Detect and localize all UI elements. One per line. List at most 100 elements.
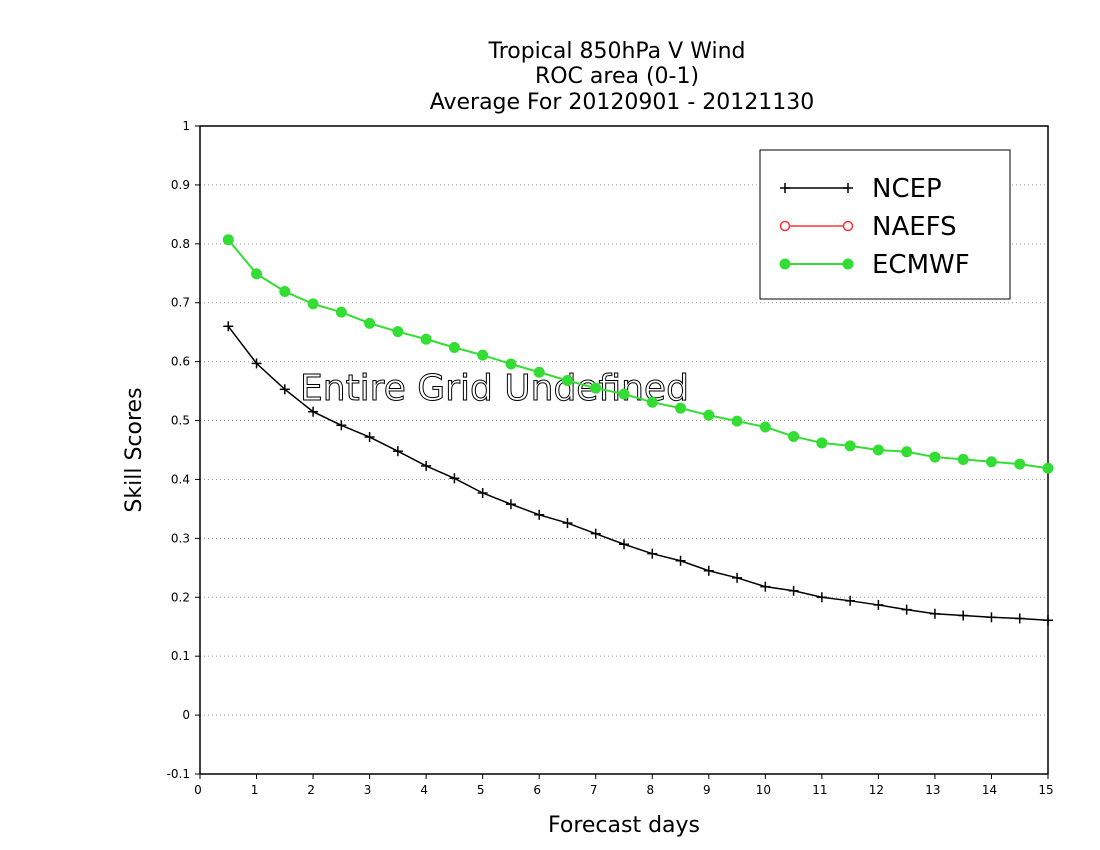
- legend: NCEP NAEFS ECMWF: [759, 149, 1011, 300]
- y-tick-label: 0.6: [171, 355, 190, 369]
- x-tick-label: 9: [703, 783, 711, 797]
- x-tick-label: 13: [925, 783, 940, 797]
- legend-item-naefs: NAEFS: [779, 212, 957, 242]
- ecmwf-point: [816, 437, 828, 449]
- ncep-point: [308, 406, 319, 417]
- ecmwf-point: [985, 456, 997, 468]
- ncep-point: [534, 509, 545, 520]
- ncep-point: [223, 321, 234, 332]
- ecmwf-point: [759, 421, 771, 433]
- ncep-point: [336, 420, 347, 431]
- ncep-point: [449, 473, 460, 484]
- x-tick-label: 11: [812, 783, 827, 797]
- title-line-3: Average For 20120901 - 20121130: [430, 90, 815, 115]
- title-line-2: ROC area (0-1): [535, 64, 699, 89]
- y-tick-label: 0.3: [171, 531, 190, 545]
- y-tick-label: 1: [182, 119, 190, 133]
- x-tick-label: 3: [364, 783, 372, 797]
- ecmwf-point: [420, 333, 432, 345]
- legend-label: NCEP: [872, 174, 942, 204]
- ncep-point: [364, 432, 375, 443]
- legend-label: NAEFS: [872, 212, 957, 242]
- ncep-point: [1014, 613, 1025, 624]
- chart-title: Tropical 850hPa V Wind ROC area (0-1) Av…: [430, 39, 815, 115]
- legend-box: [759, 149, 1011, 300]
- x-tick-label: 7: [590, 783, 598, 797]
- y-tick-label: 0.8: [171, 237, 190, 251]
- series-layer: [222, 234, 1054, 626]
- ecmwf-point: [279, 286, 291, 298]
- ecmwf-point: [872, 444, 884, 456]
- plot-frame: [199, 125, 1049, 775]
- x-tick-label: 5: [477, 783, 485, 797]
- x-tick-label: 8: [646, 783, 654, 797]
- ecmwf-point: [1014, 458, 1026, 470]
- ecmwf-point: [477, 349, 489, 361]
- ecmwf-point: [844, 440, 856, 452]
- ncep-point: [675, 555, 686, 566]
- ecmwf-point: [703, 409, 715, 421]
- y-tick-label: -0.1: [167, 767, 190, 781]
- ncep-point: [703, 565, 714, 576]
- x-tick-label: 4: [420, 783, 428, 797]
- ecmwf-point: [788, 430, 800, 442]
- ncep-point: [619, 539, 629, 550]
- y-axis: -0.1 0 0.1 0.2 0.3 0.4 0.5 0.6 0.7 0.8 0.9 1: [167, 119, 200, 781]
- ecmwf-point: [901, 446, 913, 458]
- y-tick-label: 0.1: [171, 649, 190, 663]
- ncep-point: [816, 592, 827, 603]
- ncep-point: [477, 488, 488, 499]
- ecmwf-point: [929, 451, 941, 463]
- x-tick-label: 14: [982, 783, 997, 797]
- ncep-point: [1043, 615, 1053, 626]
- series-ecmwf: [222, 234, 1054, 474]
- y-tick-label: 0.7: [171, 296, 190, 310]
- y-tick-label: 0.4: [171, 472, 190, 486]
- x-tick-label: 12: [869, 783, 884, 797]
- ncep-point: [647, 548, 658, 559]
- title-line-1: Tropical 850hPa V Wind: [487, 39, 745, 64]
- x-tick-label: 0: [194, 783, 202, 797]
- ncep-point: [590, 528, 601, 539]
- ncep-point: [392, 446, 403, 457]
- x-tick-label: 15: [1038, 783, 1053, 797]
- ecmwf-point: [618, 388, 630, 400]
- x-tick-label: 2: [307, 783, 315, 797]
- ecmwf-point: [957, 453, 969, 465]
- legend-swatch-marker: [842, 220, 854, 232]
- ecmwf-point: [1042, 462, 1054, 474]
- ncep-point: [251, 358, 262, 369]
- y-tick-label: 0.5: [171, 414, 190, 428]
- ncep-point: [901, 604, 912, 615]
- x-tick-label: 10: [756, 783, 771, 797]
- ecmwf-point: [731, 415, 743, 427]
- legend-swatch-marker: [842, 258, 854, 270]
- ecmwf-point: [505, 358, 517, 370]
- ecmwf-point: [561, 374, 573, 386]
- x-axis-title: Forecast days: [548, 813, 700, 838]
- ecmwf-point: [335, 306, 347, 318]
- ecmwf-point: [448, 341, 460, 353]
- series-ncep: [223, 321, 1053, 626]
- ncep-point: [929, 608, 940, 619]
- legend-swatch-marker: [780, 183, 790, 193]
- legend-swatch-marker: [843, 183, 853, 193]
- x-axis: 0 1 2 3 4 5 6 7 8 9 10 11 12 13 14 15: [194, 774, 1054, 797]
- ecmwf-point: [307, 298, 319, 310]
- ncep-point: [279, 384, 290, 395]
- undefined-grid-annotation: Entire Grid Undefined: [300, 368, 689, 409]
- x-tick-label: 1: [251, 783, 259, 797]
- ncep-point: [505, 499, 516, 510]
- ecmwf-point: [392, 326, 404, 338]
- ecmwf-point: [646, 396, 658, 408]
- ncep-point: [845, 595, 856, 606]
- ncep-point: [958, 610, 969, 621]
- ncep-point: [421, 460, 432, 471]
- ecmwf-point: [533, 366, 545, 378]
- legend-label: ECMWF: [872, 250, 970, 280]
- ecmwf-point: [222, 234, 234, 246]
- ncep-point: [760, 581, 771, 592]
- x-tick-label: 6: [533, 783, 541, 797]
- legend-swatch-marker: [779, 258, 791, 270]
- ncep-point: [788, 585, 799, 596]
